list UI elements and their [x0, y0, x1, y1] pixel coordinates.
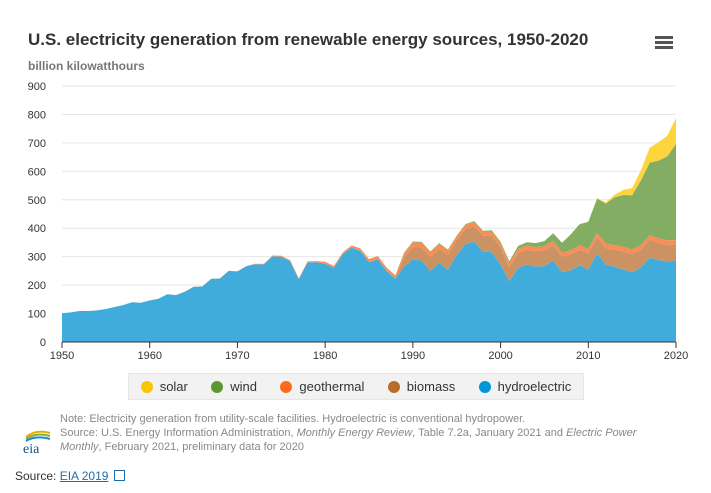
note-line: Note: Electricity generation from utilit…: [60, 413, 526, 425]
source-text: Source: U.S. Energy Information Administ…: [60, 427, 297, 439]
source-text: , Table 7.2a, January 2021 and: [412, 427, 567, 439]
legend-item-biomass[interactable]: biomass: [387, 379, 456, 394]
wind-dot-icon: [211, 380, 224, 393]
x-tick-label: 2010: [576, 350, 600, 362]
source-note: Source: U.S. Energy Information Administ…: [60, 426, 660, 454]
y-tick-label: 0: [40, 337, 46, 349]
svg-text:eia: eia: [23, 442, 40, 455]
legend-label: biomass: [406, 379, 456, 394]
y-tick-label: 400: [28, 223, 46, 235]
source-link[interactable]: EIA 2019: [59, 469, 109, 483]
legend-item-wind[interactable]: wind: [211, 379, 257, 394]
x-tick-label: 1980: [313, 350, 337, 362]
area-hydroelectric: [62, 241, 676, 342]
hamburger-menu-icon[interactable]: [655, 36, 673, 50]
biomass-dot-icon: [387, 380, 400, 393]
source-label: Source:: [15, 469, 60, 483]
y-tick-label: 700: [28, 138, 46, 150]
x-tick-label: 2000: [488, 350, 512, 362]
x-tick-label: 2020: [664, 350, 688, 362]
y-tick-label: 500: [28, 195, 46, 207]
legend: solar wind geothermal biomass hydroelect…: [128, 373, 584, 400]
legend-item-solar[interactable]: solar: [140, 379, 188, 394]
chart-title: U.S. electricity generation from renewab…: [28, 30, 589, 49]
legend-label: solar: [159, 379, 188, 394]
y-tick-label: 900: [28, 81, 46, 93]
source-text: , February 2021, preliminary data for 20…: [98, 441, 304, 453]
x-tick-label: 1950: [50, 350, 74, 362]
legend-label: geothermal: [299, 379, 365, 394]
y-tick-label: 300: [28, 252, 46, 264]
legend-item-geothermal[interactable]: geothermal: [280, 379, 364, 394]
legend-item-hydroelectric[interactable]: hydroelectric: [478, 379, 572, 394]
y-tick-label: 600: [28, 166, 46, 178]
source-publication: Electric Power Monthly: [60, 427, 637, 453]
source-publication: Monthly Energy Review: [296, 427, 413, 439]
solar-dot-icon: [140, 380, 153, 393]
y-tick-label: 800: [28, 109, 46, 121]
legend-label: wind: [230, 379, 257, 394]
geothermal-dot-icon: [280, 380, 293, 393]
legend-label: hydroelectric: [497, 379, 572, 394]
eia-logo: eia: [23, 430, 51, 455]
hydroelectric-dot-icon: [478, 380, 491, 393]
source-line: Source: EIA 2019: [15, 469, 126, 483]
x-tick-label: 1990: [401, 350, 425, 362]
y-axis-unit-label: billion kilowatthours: [28, 59, 145, 73]
chart-note: Note: Electricity generation from utilit…: [60, 412, 660, 454]
area-chart: 0 100 200 300 400 500 600 700 800 900 1950 1960 1970…: [28, 81, 689, 362]
external-link-icon[interactable]: [114, 470, 126, 481]
x-tick-label: 1970: [225, 350, 249, 362]
x-tick-label: 1960: [137, 350, 161, 362]
y-tick-label: 200: [28, 280, 46, 292]
y-tick-label: 100: [28, 309, 46, 321]
